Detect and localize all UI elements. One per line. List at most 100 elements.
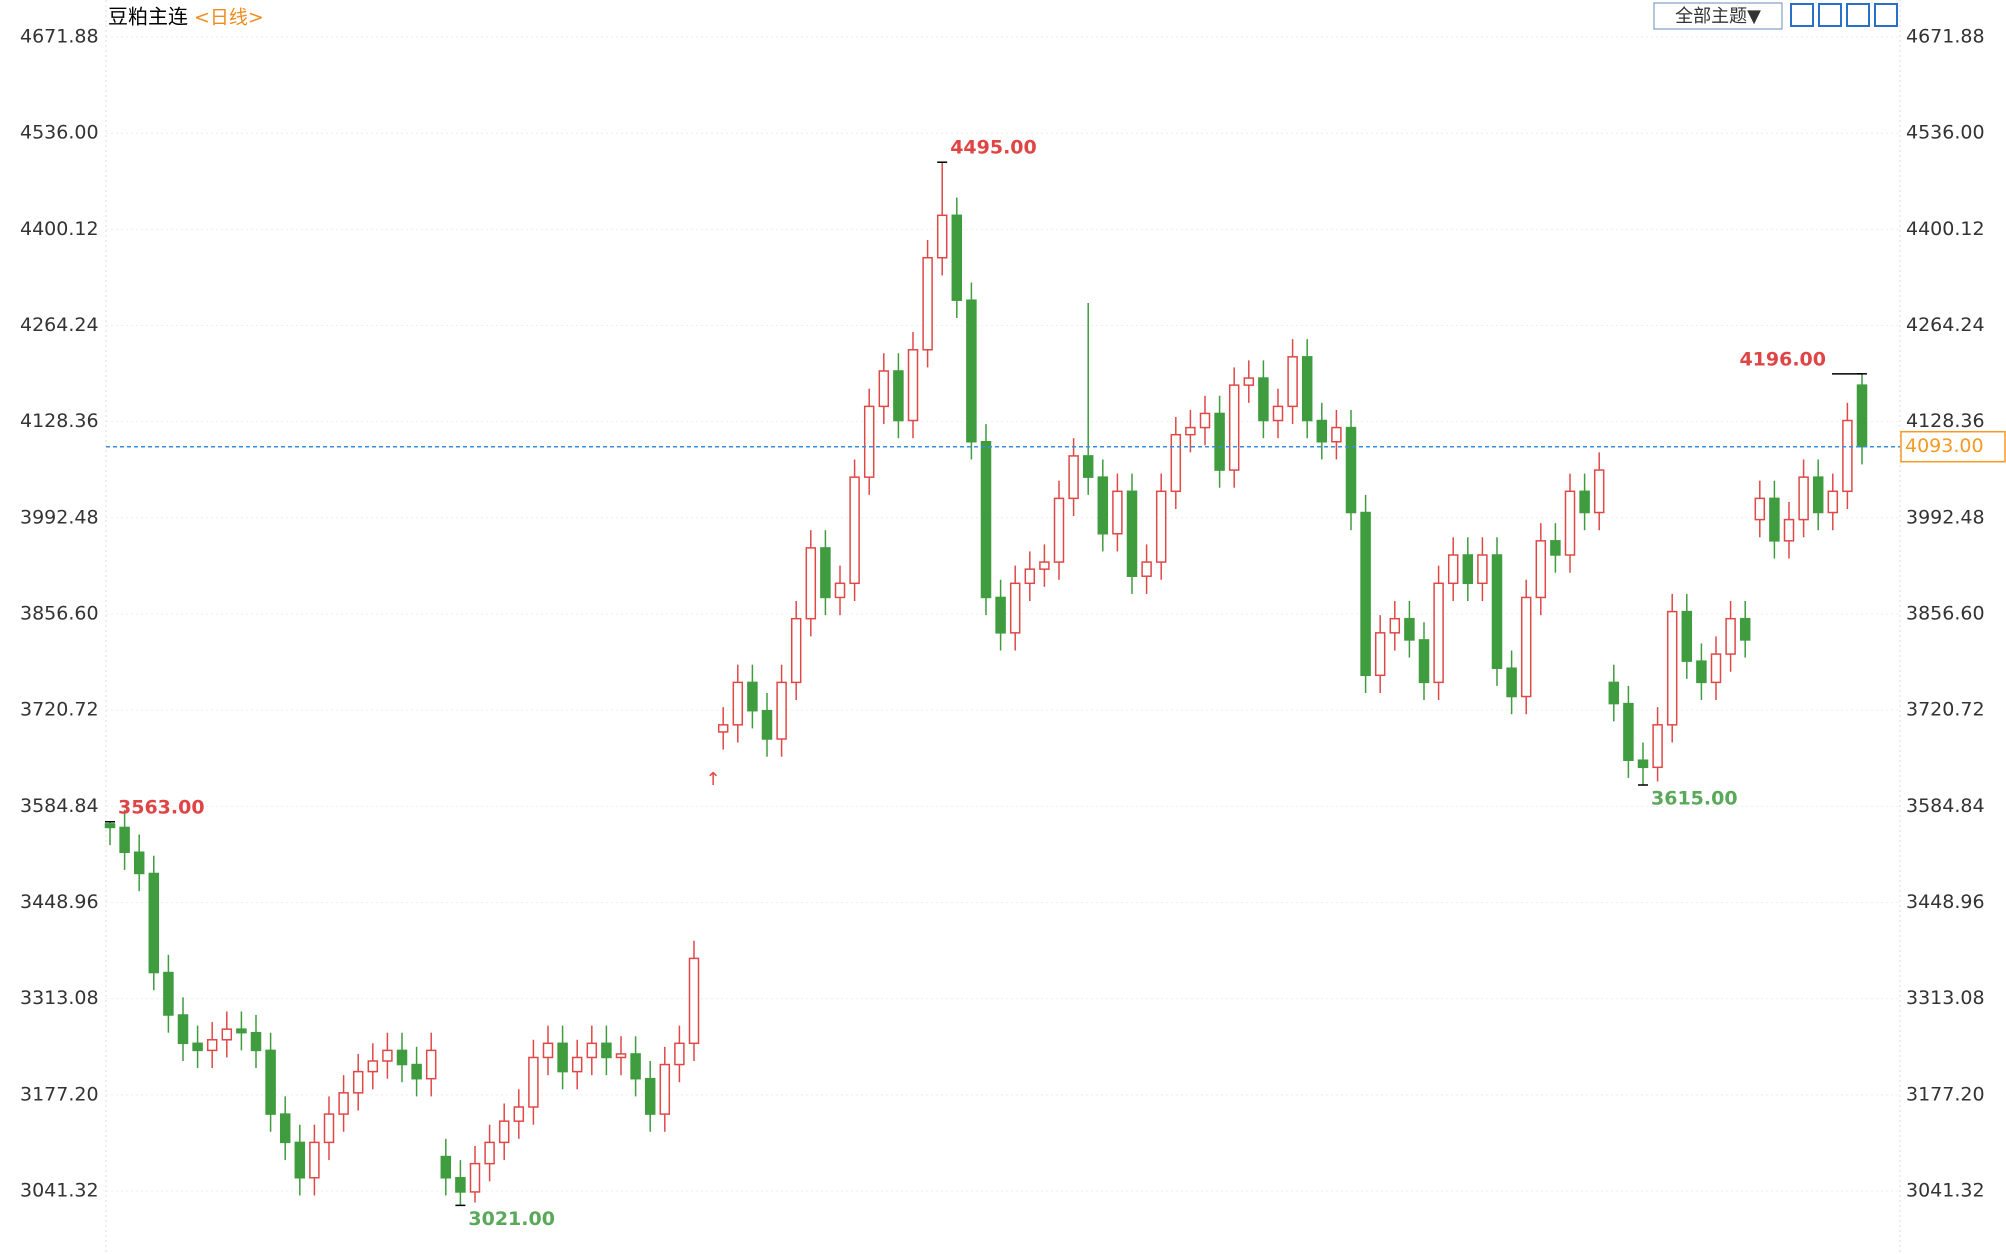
- y-tick-label: 3720.72: [20, 699, 99, 721]
- y2-tick-label: 4400.12: [1906, 218, 1985, 240]
- candle-body: [776, 681, 787, 740]
- candle-body: [615, 1053, 627, 1059]
- candle-body: [396, 1049, 408, 1066]
- annotation-label: 3615.00: [1651, 787, 1738, 809]
- candle-body: [1053, 497, 1065, 563]
- candle-body: [1593, 469, 1605, 514]
- candle-body: [1842, 419, 1853, 493]
- candle-body: [177, 1014, 189, 1045]
- candle-body: [1696, 660, 1707, 684]
- candle-body: [455, 1177, 466, 1193]
- candle-body: [192, 1042, 203, 1052]
- candle-body: [688, 957, 700, 1045]
- y-tick-label: 3041.32: [20, 1179, 99, 1201]
- candle-body: [1243, 377, 1255, 386]
- candle-body: [1681, 610, 1693, 662]
- candle-body: [367, 1060, 379, 1073]
- candle-body: [878, 370, 890, 408]
- candle-body: [1301, 356, 1313, 422]
- candle-body: [1725, 617, 1736, 655]
- theme-button[interactable]: [1653, 2, 1783, 30]
- candle-body: [893, 370, 904, 422]
- candle-body: [1126, 490, 1138, 577]
- candle-body: [221, 1028, 233, 1041]
- candle-body: [1637, 759, 1649, 769]
- period-label[interactable]: <日线>: [194, 7, 264, 29]
- y2-tick-label: 3584.84: [1906, 795, 1985, 817]
- candle-body: [425, 1049, 437, 1080]
- candle-body: [644, 1077, 656, 1115]
- last-price-label: 4093.00: [1905, 435, 1984, 457]
- candle-body: [586, 1042, 598, 1059]
- candle-body: [1360, 511, 1371, 677]
- candle-body: [382, 1049, 393, 1062]
- candle-body: [790, 617, 802, 684]
- y-tick-label: 3856.60: [20, 603, 99, 625]
- candle-body: [1812, 476, 1824, 514]
- candle-body: [250, 1031, 262, 1052]
- candle-body: [1506, 667, 1517, 698]
- candle-body: [980, 441, 992, 599]
- candle-body: [1754, 497, 1766, 521]
- candle-body: [1856, 384, 1868, 448]
- candle-body: [279, 1113, 291, 1144]
- candle-body: [834, 582, 846, 599]
- candle-body: [1185, 426, 1196, 436]
- candle-body: [133, 851, 145, 875]
- annotation-label: 4196.00: [1739, 348, 1826, 370]
- y-tick-label: 4264.24: [20, 314, 99, 336]
- candle-body: [1316, 419, 1328, 443]
- tool-move[interactable]: [1790, 3, 1814, 27]
- y2-tick-label: 3720.72: [1906, 699, 1985, 721]
- candle-body: [922, 256, 933, 351]
- candle-body: [1039, 561, 1050, 570]
- candle-body: [1462, 554, 1474, 585]
- candle-body: [1491, 554, 1503, 669]
- candle-body: [1258, 377, 1269, 422]
- tool-end[interactable]: [1874, 3, 1898, 27]
- candle-body: [1564, 490, 1576, 556]
- y-tick-label: 4671.88: [20, 26, 99, 48]
- candle-body: [1404, 617, 1415, 641]
- candle-body: [513, 1106, 525, 1122]
- candle-body: [148, 872, 160, 974]
- candle-body: [659, 1063, 671, 1115]
- candle-body: [469, 1162, 481, 1193]
- candle-body: [542, 1042, 554, 1059]
- y-tick-label: 3992.48: [20, 506, 99, 528]
- tool-play[interactable]: [1846, 3, 1870, 27]
- y2-tick-label: 4536.00: [1906, 122, 1985, 144]
- candle-body: [1009, 582, 1021, 634]
- candle-body: [163, 971, 174, 1016]
- candle-body: [863, 405, 875, 478]
- candle-body: [1535, 540, 1547, 599]
- theme-button-label[interactable]: 全部主题▼: [1675, 6, 1761, 27]
- candle-body: [1827, 490, 1839, 514]
- candle-body: [571, 1056, 583, 1073]
- annotation-label: 3021.00: [468, 1208, 555, 1230]
- y-tick-label: 3448.96: [20, 891, 99, 913]
- candle-body: [1579, 490, 1590, 514]
- candle-body: [674, 1042, 685, 1066]
- candle-body: [732, 681, 744, 726]
- candle-body: [440, 1155, 452, 1179]
- candle-body: [104, 823, 116, 829]
- y-tick-label: 4536.00: [20, 122, 99, 144]
- y-tick-label: 3177.20: [20, 1083, 99, 1105]
- candle-body: [1345, 426, 1357, 514]
- candle-body: [601, 1042, 612, 1059]
- y2-tick-label: 3992.48: [1906, 506, 1985, 528]
- tool-zoom[interactable]: [1818, 3, 1842, 27]
- candle-body: [1433, 582, 1444, 684]
- candle-body: [1769, 497, 1780, 542]
- candle-body: [1783, 518, 1795, 542]
- y2-tick-label: 3041.32: [1906, 1179, 1985, 1201]
- candle-body: [1666, 610, 1678, 726]
- y2-tick-label: 3177.20: [1906, 1083, 1985, 1105]
- candle-body: [747, 681, 758, 712]
- candle-body: [1024, 568, 1036, 585]
- toolbar: [1790, 3, 1898, 27]
- candle-body: [411, 1063, 422, 1080]
- candle-body: [1520, 596, 1532, 698]
